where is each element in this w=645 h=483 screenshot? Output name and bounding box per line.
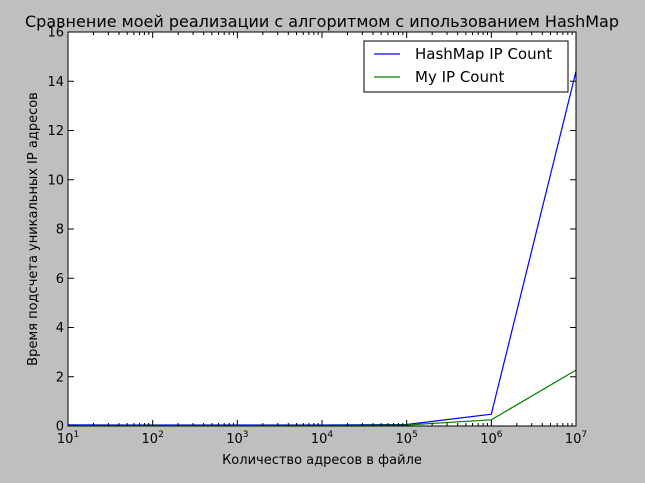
y-tick-label: 10 [47, 173, 64, 188]
y-tick-label: 12 [47, 124, 64, 139]
x-tick-label: 104 [311, 430, 334, 447]
y-tick-labels: 0 2 4 6 8 10 12 14 16 [47, 26, 64, 435]
y-tick-label: 4 [56, 321, 64, 336]
y-tick-label: 6 [56, 272, 64, 287]
x-tick-label: 107 [565, 430, 587, 447]
plot-area [68, 32, 576, 426]
x-tick-label: 105 [396, 430, 418, 447]
ticks-layer [67, 31, 577, 427]
y-tick-label: 2 [56, 370, 64, 385]
legend-label-hashmap: HashMap IP Count [415, 45, 552, 63]
y-axis-label: Время подсчета уникальных IP адресов [26, 92, 41, 366]
y-tick-label: 16 [47, 26, 64, 41]
x-tick-label: 106 [480, 430, 503, 447]
legend-label-my-ip: My IP Count [415, 68, 504, 86]
y-tick-label: 0 [56, 420, 64, 435]
legend: HashMap IP Count My IP Count [363, 40, 569, 93]
x-tick-labels: 101 102 103 104 105 106 107 [57, 430, 587, 447]
x-tick-label: 102 [142, 430, 164, 447]
x-tick-label: 101 [57, 430, 79, 447]
y-tick-label: 14 [47, 75, 64, 90]
y-tick-label: 8 [56, 223, 64, 238]
x-tick-label: 103 [226, 430, 248, 447]
x-axis-label: Количество адресов в файле [222, 453, 422, 468]
legend-box [363, 40, 569, 93]
chart-title: Сравнение моей реализации с алгоритмом с… [25, 12, 619, 31]
